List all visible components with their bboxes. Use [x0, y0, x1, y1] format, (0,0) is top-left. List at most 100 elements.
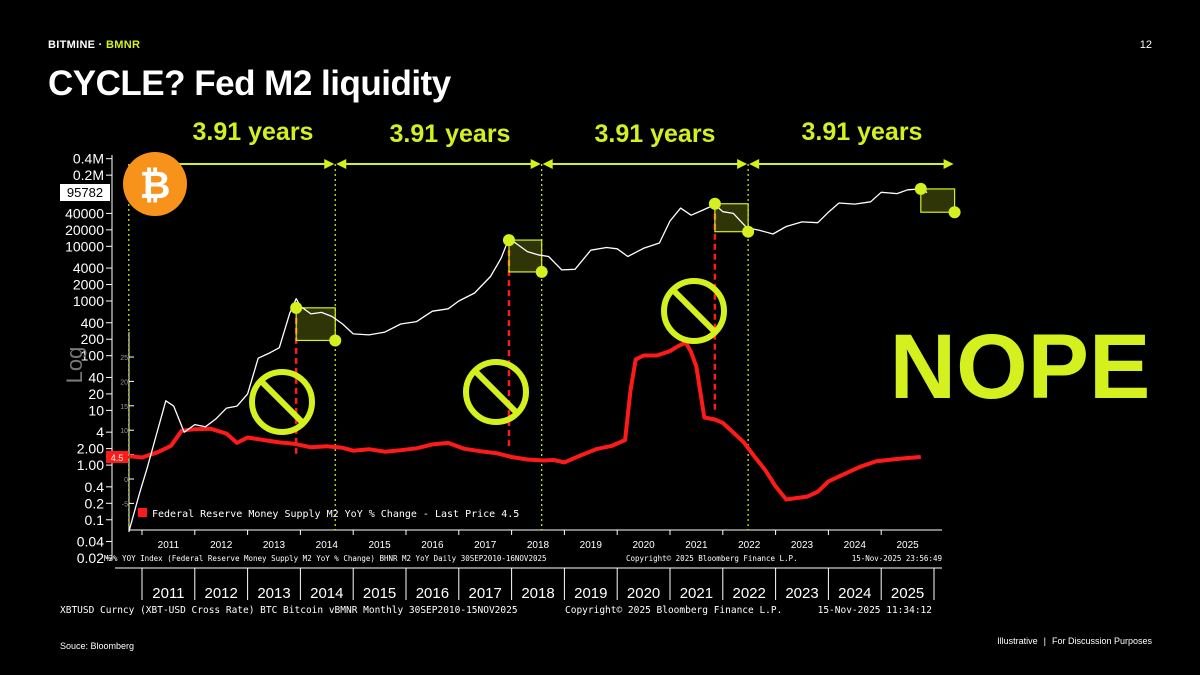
peak-dot: [914, 182, 927, 195]
btc-x-tick-label: 2019: [574, 585, 607, 602]
m2-x-tick-label: 2019: [580, 540, 603, 551]
cycle-arrow-head-left: [542, 159, 553, 169]
m2-series-line: [128, 340, 921, 502]
btc-x-tick-label: 2023: [785, 585, 818, 602]
source-note: Souce: Bloomberg: [60, 641, 135, 651]
trough-dot: [948, 206, 961, 219]
btc-x-tick-label: 2016: [416, 585, 449, 602]
peak-dots: [290, 182, 961, 347]
m2-x-tick-label: 2020: [632, 540, 655, 551]
m2-x-tick-label: 2013: [263, 540, 286, 551]
peak-dot: [502, 234, 515, 247]
m2-legend-label: Federal Reserve Money Supply M2 YoY % Ch…: [152, 509, 519, 520]
m2-x-tick-label: 2024: [844, 540, 867, 551]
footer-separator: |: [1043, 636, 1046, 646]
cycle-arrow-head-right: [324, 159, 335, 169]
btc-x-tick-label: 2020: [627, 585, 660, 602]
btc-x-tick-label: 2024: [838, 585, 871, 602]
btc-x-tick-label: 2017: [469, 585, 502, 602]
peak-dot: [708, 197, 721, 210]
cycle-arrow-head-left: [749, 159, 760, 169]
btc-y-tick-label: 0.02: [77, 550, 104, 566]
m2-x-tick-label: 2014: [316, 540, 339, 551]
bitcoin-logo-icon: ₿: [123, 152, 187, 216]
cycle-label-2: 3.91 years: [390, 120, 511, 148]
discussion-label: For Discussion Purposes: [1051, 636, 1152, 646]
btc-x-tick-label: 2022: [733, 585, 766, 602]
btc-y-tick-label: 2000: [73, 277, 104, 293]
btc-y-tick-label: 0.2M: [73, 167, 104, 183]
btc-y-tick-label: 200: [81, 331, 105, 347]
m2-y-tick-label: -5: [122, 501, 128, 508]
btc-last-price: 95782: [67, 185, 103, 200]
m2-y-tick-label: 20: [120, 379, 128, 386]
m2-x-axis: 2011 2012 2013 2014 2015 2016 2017 2018 2019 2020…: [141, 530, 919, 551]
m2-y-tick-label: 15: [120, 404, 128, 411]
brand-company: BITMINE: [48, 39, 96, 51]
m2-y-tick-label: 0: [124, 477, 128, 484]
btc-y-tick-label: 40000: [65, 205, 104, 221]
post-peak-box: [508, 239, 543, 273]
btc-y-tick-label: 40: [88, 369, 104, 385]
cycle-labels: 3.91 years 3.91 years 3.91 years 3.91 ye…: [193, 118, 923, 148]
post-peak-boxes: [295, 188, 956, 342]
btc-x-tick-label: 2021: [680, 585, 713, 602]
cycle-label-4: 3.91 years: [802, 118, 923, 146]
page-number: 12: [1139, 39, 1152, 51]
m2-footer-text: M2% YOY Index (Federal Reserve Money Sup…: [104, 554, 547, 563]
page-title: CYCLE? Fed M2 liquidity: [48, 64, 451, 103]
btc-x-tick-label: 2011: [152, 585, 184, 602]
btc-x-tick-label: 2014: [310, 585, 343, 602]
btc-footer-text: XBTUSD Curncy (XBT-USD Cross Rate) BTC B…: [60, 605, 518, 616]
m2-chart-frame: [128, 332, 942, 531]
btc-y-tick-label: 0.1: [85, 512, 105, 528]
btc-y-tick-label: 0.2: [85, 495, 105, 511]
btc-x-tick-label: 2015: [363, 585, 396, 602]
cycle-label-3: 3.91 years: [595, 120, 716, 148]
no-sign-icon: [661, 278, 727, 344]
m2-x-tick-label: 2016: [421, 540, 444, 551]
brand-separator: ·: [95, 39, 107, 51]
peak-dot: [290, 301, 303, 314]
btc-x-tick-label: 2013: [257, 585, 290, 602]
m2-y-axis: 2520151050-5: [120, 355, 134, 508]
m2-x-tick-label: 2022: [738, 540, 761, 551]
btc-y-tick-label: 0.4M: [73, 151, 104, 167]
m2-x-tick-label: 2011: [158, 540, 180, 551]
m2-last-price: 4.5: [111, 453, 124, 463]
verdict-label: NOPE: [890, 316, 1151, 418]
m2-timestamp: 15-Nov-2025 23:56:49: [852, 554, 942, 563]
m2-x-tick-label: 2012: [210, 540, 233, 551]
btc-y-tick-label: 20000: [65, 222, 104, 238]
trough-dot: [329, 334, 342, 347]
m2-x-tick-label: 2018: [527, 540, 550, 551]
btc-y-tick-label: 100: [81, 348, 105, 364]
cycle-arrow-head-right: [737, 159, 748, 169]
m2-x-tick-label: 2015: [368, 540, 391, 551]
cycle-label-1: 3.91 years: [193, 118, 314, 146]
btc-x-tick-label: 2012: [205, 585, 238, 602]
post-peak-box: [714, 203, 749, 233]
m2-x-tick-label: 2021: [685, 540, 708, 551]
btc-timestamp: 15-Nov-2025 11:34:12: [818, 605, 932, 616]
btc-copyright: Copyright© 2025 Bloomberg Finance L.P.: [565, 605, 782, 616]
btc-y-tick-label: 4: [96, 424, 104, 440]
bitcoin-symbol: ₿: [140, 163, 171, 207]
btc-x-axis: 2011 2012 2013 2014 2015 2016 2017 2018 2019 2020…: [115, 567, 942, 602]
m2-x-tick-label: 2025: [896, 540, 919, 551]
btc-y-tick-label: 10000: [65, 238, 104, 254]
no-sign-icon: [463, 359, 529, 425]
illustrative-label: Illustrative: [997, 636, 1038, 646]
m2-y-tick-label: 10: [120, 428, 128, 435]
btc-x-tick-label: 2025: [891, 585, 924, 602]
trough-dot: [742, 225, 755, 238]
m2-x-tick-label: 2017: [474, 540, 497, 551]
cycle-arrow-head-left: [336, 159, 347, 169]
btc-x-tick-label: 2018: [521, 585, 554, 602]
btc-y-tick-label: 1.00: [77, 457, 104, 473]
m2-x-tick-label: 2023: [791, 540, 814, 551]
btc-y-tick-label: 10: [88, 402, 104, 418]
btc-y-tick-label: 400: [81, 315, 105, 331]
btc-y-axis-label: Log: [62, 347, 87, 384]
